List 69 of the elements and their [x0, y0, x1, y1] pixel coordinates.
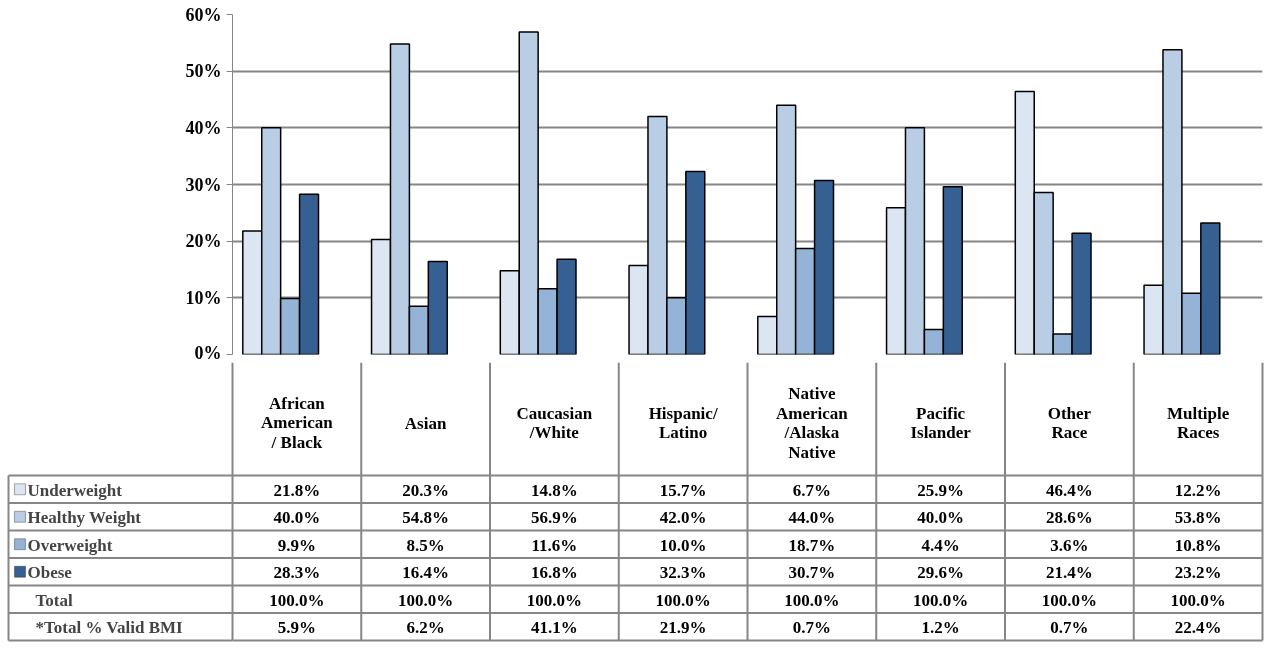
data-label: 53.8% [1174, 508, 1222, 528]
text: 100.0% [269, 590, 325, 610]
data-label: 6.7% [792, 480, 831, 500]
x-tick-label: African American / Black [261, 393, 334, 453]
data-label: 16.8% [531, 563, 578, 583]
data-label: 15.7% [659, 480, 707, 500]
y-tick-label: 50% [185, 61, 222, 82]
text: 100.0% [398, 590, 454, 610]
text: 100.0% [526, 590, 582, 610]
y-tick-label: 40% [185, 117, 222, 138]
data-label: 32.3% [659, 563, 707, 583]
y-tick-label: 20% [185, 231, 222, 252]
x-tick-label: Multiple Races [1166, 403, 1230, 443]
data-label: 20.3% [402, 480, 449, 500]
text: 100.0% [913, 590, 969, 610]
data-label: 16.4% [402, 563, 449, 583]
text: 6.2% [406, 618, 445, 638]
data-label: 8.5% [406, 535, 445, 555]
data-label: 56.9% [531, 508, 578, 528]
data-label: 21.8% [273, 480, 321, 500]
data-label: 44.0% [788, 508, 836, 528]
y-tick-label: 30% [185, 174, 222, 195]
data-label: 10.0% [659, 535, 707, 555]
data-label: 23.2% [1174, 563, 1222, 583]
data-label: 21.4% [1046, 563, 1093, 583]
data-label: 28.3% [273, 563, 321, 583]
text: 22.4% [1174, 618, 1222, 638]
data-label: 54.8% [402, 508, 449, 528]
data-label: 29.6% [917, 563, 964, 583]
text: 100.0% [655, 590, 711, 610]
data-label: 28.6% [1046, 508, 1093, 528]
data-label: 12.2% [1174, 480, 1222, 500]
data-label: 42.0% [659, 508, 707, 528]
y-tick-label: 60% [185, 4, 222, 25]
legend-label: Underweight [27, 480, 123, 500]
data-label: 9.9% [277, 535, 316, 555]
legend-label: Obese [27, 563, 73, 583]
y-tick-label: 10% [185, 287, 222, 308]
data-label: 11.6% [531, 535, 578, 555]
text: 0.7% [1050, 618, 1089, 638]
legend-label: Overweight [27, 535, 113, 555]
text: *Total % Valid BMI [35, 618, 184, 638]
data-label: 10.8% [1174, 535, 1222, 555]
x-tick-label: Native American /Alaska Native [776, 383, 849, 463]
data-label: 4.4% [921, 535, 960, 555]
data-label: 25.9% [917, 480, 964, 500]
text: 0.7% [792, 618, 831, 638]
x-tick-label: Other Race [1047, 403, 1092, 443]
data-label: 18.7% [788, 535, 836, 555]
text: 5.9% [277, 618, 316, 638]
text: 1.2% [921, 618, 960, 638]
text: 100.0% [1170, 590, 1226, 610]
x-tick-label: Caucasian /White [516, 403, 593, 443]
text: 21.9% [659, 618, 707, 638]
data-label: 46.4% [1046, 480, 1093, 500]
text: 100.0% [1041, 590, 1097, 610]
data-label: 30.7% [788, 563, 836, 583]
x-tick-label: Hispanic/ Latino [648, 403, 718, 443]
x-tick-label: Pacific Islander [910, 403, 972, 443]
y-tick-label: 0% [194, 342, 222, 363]
text: Total [35, 590, 73, 610]
data-label: 14.8% [531, 480, 578, 500]
x-tick-label: Asian [404, 413, 447, 433]
text: 100.0% [784, 590, 840, 610]
data-label: 40.0% [273, 508, 321, 528]
data-label: 3.6% [1050, 535, 1089, 555]
text: 41.1% [531, 618, 578, 638]
legend-label: Healthy Weight [27, 508, 142, 528]
data-label: 40.0% [917, 508, 964, 528]
